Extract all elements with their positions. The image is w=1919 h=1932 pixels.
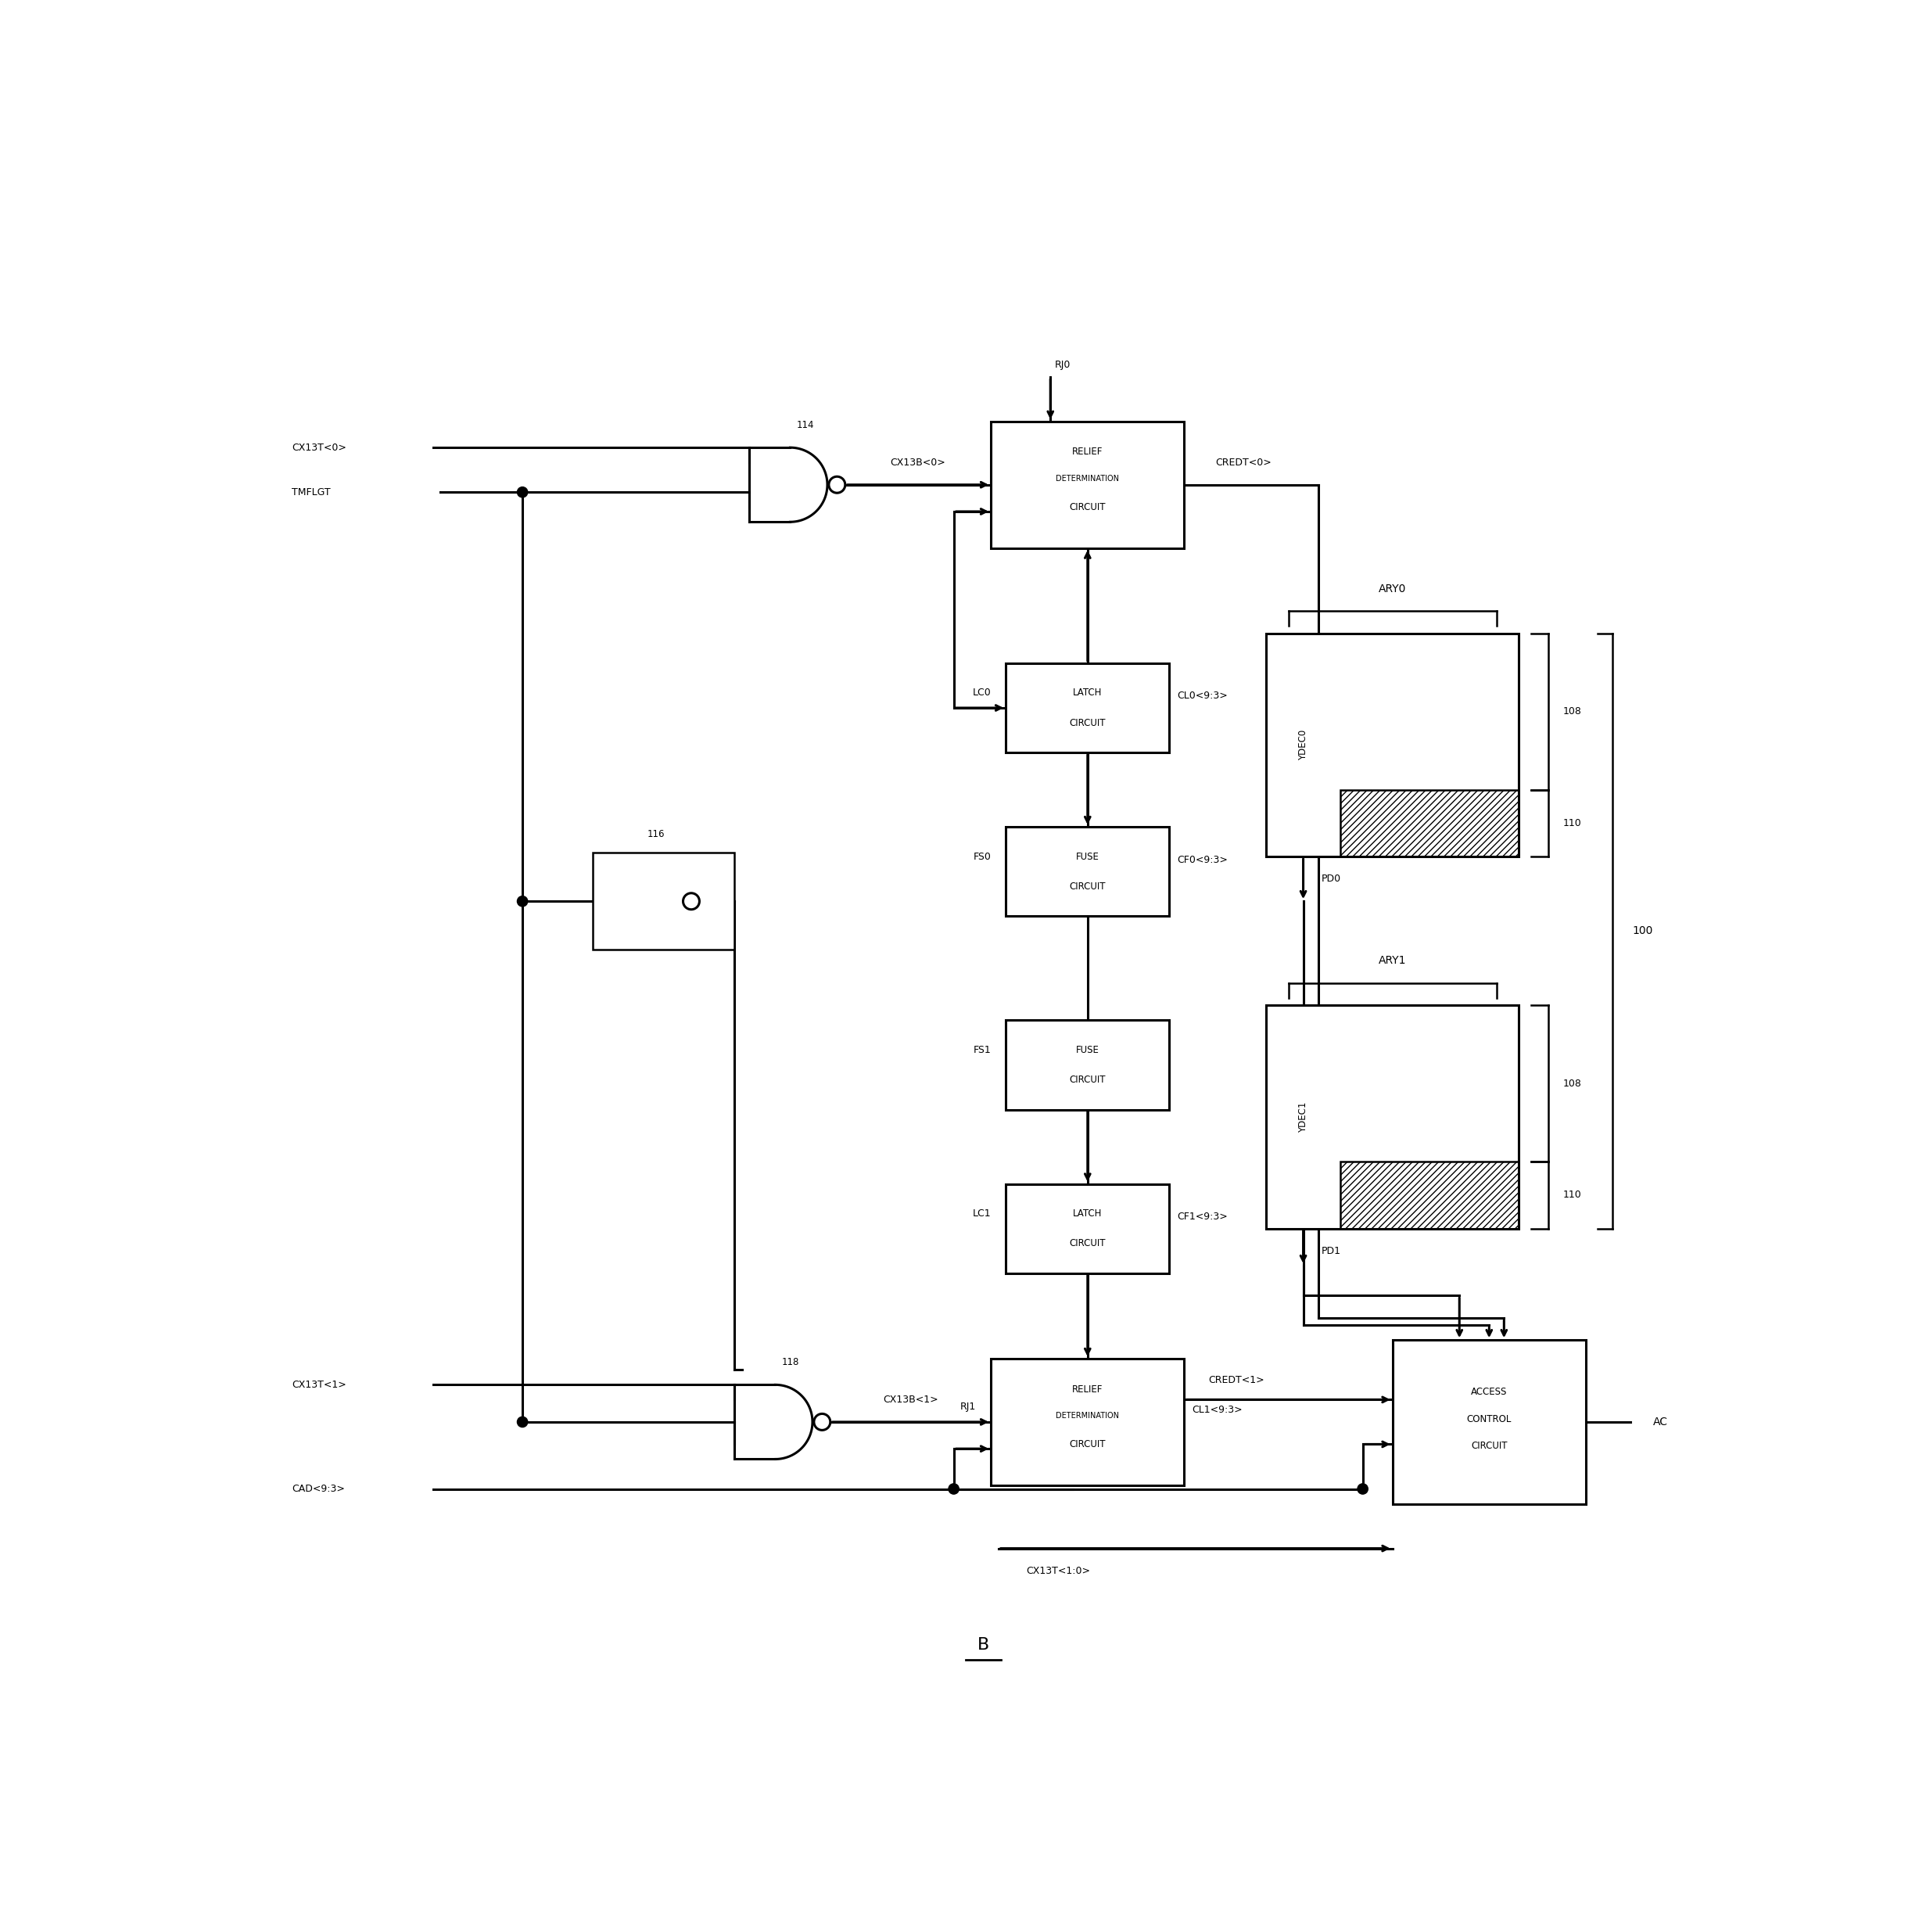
Text: DETERMINATION: DETERMINATION: [1055, 475, 1119, 483]
Text: FUSE: FUSE: [1077, 1045, 1100, 1055]
Text: RJ1: RJ1: [960, 1403, 977, 1412]
Bar: [990, 1358, 1184, 1486]
Text: 114: 114: [796, 419, 814, 431]
Text: FS1: FS1: [973, 1045, 990, 1055]
Text: DETERMINATION: DETERMINATION: [1055, 1412, 1119, 1420]
Text: CF0<9:3>: CF0<9:3>: [1176, 854, 1228, 866]
Text: RJ0: RJ0: [1055, 359, 1071, 371]
Text: RELIEF: RELIEF: [1073, 1383, 1103, 1395]
Text: LATCH: LATCH: [1073, 688, 1102, 697]
Text: 116: 116: [647, 829, 666, 838]
Bar: [1006, 1184, 1169, 1273]
Text: TMFLGT: TMFLGT: [292, 487, 330, 497]
Bar: [1267, 1005, 1518, 1229]
Bar: [1267, 634, 1518, 856]
Text: 110: 110: [1564, 817, 1581, 829]
Text: LC1: LC1: [973, 1209, 990, 1219]
Text: LATCH: LATCH: [1073, 1209, 1102, 1219]
Text: AC: AC: [1652, 1416, 1668, 1428]
Text: CL0<9:3>: CL0<9:3>: [1176, 692, 1228, 701]
Text: PD1: PD1: [1320, 1246, 1341, 1256]
Text: B: B: [977, 1636, 990, 1654]
Text: CX13T<1>: CX13T<1>: [292, 1379, 347, 1389]
Bar: [1006, 663, 1169, 753]
Text: CIRCUIT: CIRCUIT: [1069, 881, 1105, 891]
Text: CIRCUIT: CIRCUIT: [1069, 502, 1105, 512]
Bar: [1339, 1161, 1518, 1229]
Text: 108: 108: [1564, 1078, 1581, 1088]
Text: CREDT<0>: CREDT<0>: [1217, 458, 1272, 468]
Circle shape: [948, 1484, 960, 1493]
Bar: [1006, 827, 1169, 916]
Circle shape: [518, 896, 528, 906]
Bar: [1393, 1341, 1585, 1503]
Text: ACCESS: ACCESS: [1472, 1387, 1506, 1397]
Text: CL1<9:3>: CL1<9:3>: [1192, 1405, 1242, 1414]
Text: LC0: LC0: [973, 688, 990, 697]
Text: ARY1: ARY1: [1378, 954, 1407, 966]
Bar: [1006, 1020, 1169, 1109]
Text: CF1<9:3>: CF1<9:3>: [1176, 1211, 1228, 1221]
Text: CX13T<1:0>: CX13T<1:0>: [1027, 1565, 1090, 1577]
Text: CONTROL: CONTROL: [1466, 1414, 1512, 1424]
Circle shape: [518, 1416, 528, 1428]
Text: CIRCUIT: CIRCUIT: [1069, 717, 1105, 728]
Text: CX13B<1>: CX13B<1>: [883, 1395, 938, 1405]
Text: CIRCUIT: CIRCUIT: [1069, 1074, 1105, 1086]
Text: CX13T<0>: CX13T<0>: [292, 442, 347, 452]
Text: 100: 100: [1631, 925, 1652, 937]
Text: PD0: PD0: [1320, 873, 1341, 885]
Bar: [1339, 790, 1518, 856]
Text: 118: 118: [781, 1358, 798, 1368]
Text: CIRCUIT: CIRCUIT: [1472, 1441, 1506, 1451]
Bar: [593, 852, 735, 951]
Text: FUSE: FUSE: [1077, 852, 1100, 862]
Text: RELIEF: RELIEF: [1073, 446, 1103, 458]
Text: YDEC1: YDEC1: [1297, 1101, 1309, 1132]
Bar: [990, 421, 1184, 549]
Text: ARY0: ARY0: [1378, 583, 1407, 595]
Text: YDEC0: YDEC0: [1297, 730, 1309, 761]
Text: CREDT<1>: CREDT<1>: [1209, 1376, 1265, 1385]
Circle shape: [1357, 1484, 1368, 1493]
Circle shape: [518, 487, 528, 497]
Text: CIRCUIT: CIRCUIT: [1069, 1439, 1105, 1449]
Text: 108: 108: [1564, 707, 1581, 717]
Text: CX13B<0>: CX13B<0>: [890, 458, 946, 468]
Text: FS0: FS0: [973, 852, 990, 862]
Text: CIRCUIT: CIRCUIT: [1069, 1238, 1105, 1248]
Text: 110: 110: [1564, 1190, 1581, 1200]
Text: CAD<9:3>: CAD<9:3>: [292, 1484, 345, 1493]
